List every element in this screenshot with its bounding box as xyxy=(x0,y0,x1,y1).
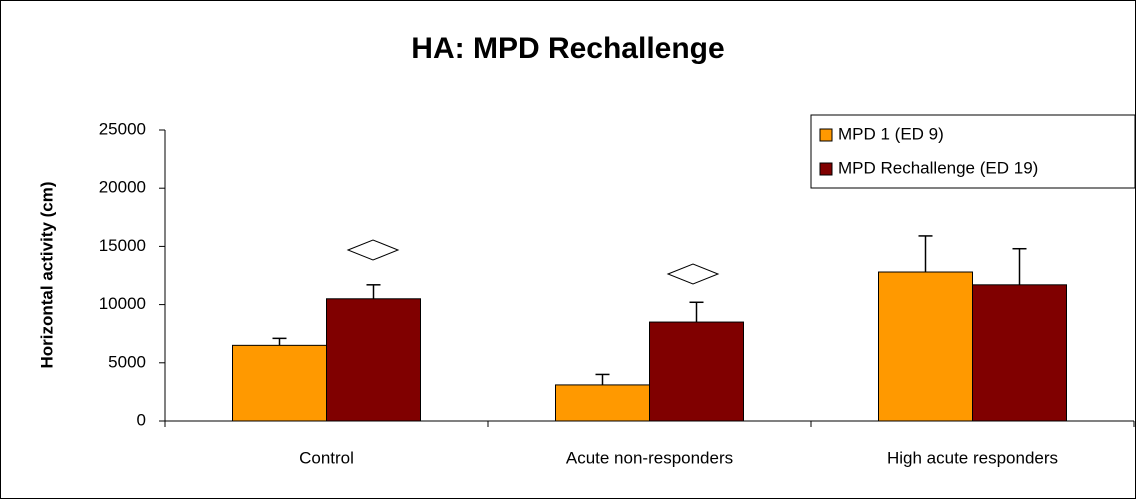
bar xyxy=(878,271,973,422)
significance-marker xyxy=(666,263,720,285)
bar xyxy=(232,344,327,422)
x-tick-label: Acute non-responders xyxy=(566,448,733,467)
bar xyxy=(326,298,421,422)
significance-marker xyxy=(346,239,400,261)
chart-title: HA: MPD Rechallenge xyxy=(411,32,724,65)
y-tick-label: 5000 xyxy=(108,352,146,371)
y-tick-label: 15000 xyxy=(99,236,146,255)
y-tick-label: 10000 xyxy=(99,294,146,313)
legend-swatch xyxy=(819,162,833,176)
y-tick-label: 25000 xyxy=(99,119,146,138)
legend-swatch xyxy=(819,128,833,142)
x-tick-label: Control xyxy=(299,448,354,467)
bar xyxy=(649,321,744,422)
bar xyxy=(555,384,650,422)
legend-label: MPD Rechallenge (ED 19) xyxy=(838,158,1038,177)
legend-label: MPD 1 (ED 9) xyxy=(838,124,944,143)
x-tick-label: High acute responders xyxy=(887,448,1058,467)
y-axis-label: Horizontal activity (cm) xyxy=(37,181,56,368)
bar xyxy=(972,284,1067,422)
y-tick-label: 20000 xyxy=(99,178,146,197)
y-tick-label: 0 xyxy=(137,410,146,429)
legend xyxy=(810,114,1136,189)
